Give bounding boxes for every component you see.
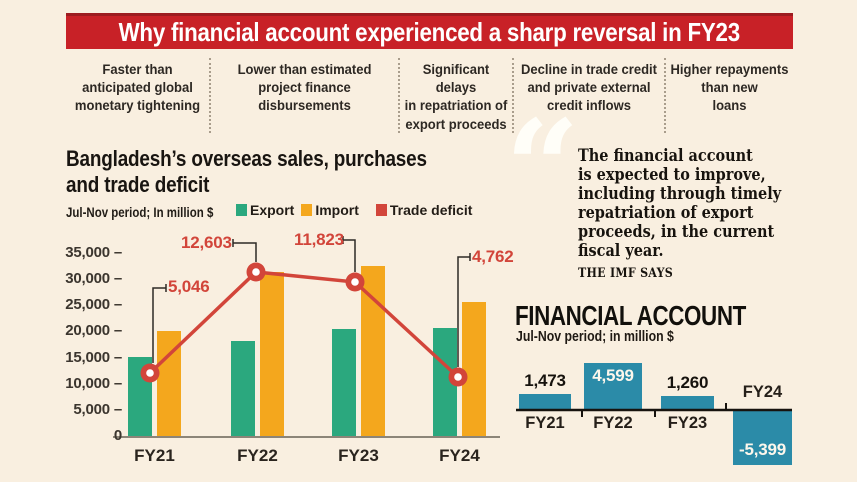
- reason-text: Significant delays in repatriation of ex…: [404, 61, 508, 132]
- export-bar-fy23: [332, 329, 356, 437]
- reason-text: Decline in trade credit and private exte…: [520, 61, 658, 114]
- callout-connector-fy22: [232, 239, 257, 262]
- legend-label-import: Import: [315, 202, 359, 218]
- x-axis-label: FY21: [134, 446, 175, 465]
- financial-account-category-label: FY23: [667, 414, 708, 432]
- trade-deficit-value-label: 11,823: [294, 230, 344, 249]
- headline-banner: Why financial account experienced a shar…: [66, 13, 793, 49]
- import-bar-fy22: [260, 272, 284, 437]
- reason-item-1: Faster than anticipated global monetary …: [66, 58, 209, 133]
- trade-deficit-marker-center: [351, 278, 359, 286]
- trade-deficit-value-label: 5,046: [168, 277, 210, 296]
- reason-item-4: Decline in trade credit and private exte…: [512, 58, 664, 133]
- trade-deficit-swatch-icon: [375, 204, 387, 216]
- y-axis-tick: 35,000 –: [65, 244, 122, 261]
- legend-item-trade-deficit: Trade deficit: [375, 202, 473, 218]
- financial-account-title: FINANCIAL ACCOUNT: [515, 300, 746, 331]
- trade-deficit-value-label: 12,603: [181, 233, 232, 252]
- financial-account-category-label: FY22: [593, 414, 633, 432]
- y-axis-tick: 30,000 –: [65, 270, 122, 288]
- export-bar-fy24: [433, 328, 457, 437]
- y-axis-tick: 15,000 –: [65, 348, 122, 366]
- financial-account-value-label: 1,473: [524, 371, 566, 390]
- quote-mark-icon: “: [505, 91, 580, 244]
- financial-account-value-label: 1,260: [666, 373, 709, 392]
- financial-account-bar-fy23: [661, 396, 714, 409]
- y-axis-tick: 25,000 –: [65, 296, 122, 314]
- financial-account-bar-fy24: [733, 411, 792, 465]
- financial-account-value-label: 4,599: [592, 366, 634, 385]
- legend-item-export: Export: [236, 202, 294, 218]
- trade-chart-subtitle: Jul-Nov period; In million $: [66, 204, 214, 220]
- financial-account-category-label: FY21: [525, 414, 565, 432]
- import-bar-fy23: [361, 266, 385, 437]
- y-axis-tick: 10,000 –: [65, 374, 122, 392]
- import-bar-fy21: [157, 331, 181, 437]
- reason-text: Faster than anticipated global monetary …: [74, 61, 201, 114]
- reason-item-5: Higher repayments than new loans: [664, 58, 793, 133]
- reason-item-2: Lower than estimated project finance dis…: [209, 58, 398, 133]
- legend-item-import: Import: [301, 202, 359, 218]
- legend-label-export: Export: [250, 202, 295, 218]
- quote-text: The financial account is expected to imp…: [578, 146, 782, 262]
- import-swatch-icon: [301, 204, 313, 216]
- import-bar-fy24: [462, 302, 486, 437]
- financial-account-bar-fy22: [584, 363, 642, 409]
- x-axis-label: FY22: [237, 446, 278, 465]
- trade-chart-legend: Export Import Trade deficit: [236, 202, 472, 218]
- export-swatch-icon: [236, 204, 247, 216]
- x-axis-label: FY24: [439, 446, 480, 465]
- export-bar-fy22: [231, 341, 255, 437]
- trade-chart-title: Bangladesh’s overseas sales, purchases a…: [66, 146, 427, 197]
- callout-connector-fy23: [342, 236, 356, 272]
- reason-text: Higher repayments than new loans: [670, 61, 789, 114]
- financial-account-subtitle: Jul-Nov period; in million $: [516, 328, 674, 345]
- y-axis-tick: 5,000 –: [73, 400, 122, 418]
- reason-text: Lower than estimated project finance dis…: [237, 61, 372, 114]
- y-axis-tick: 0: [113, 427, 122, 444]
- legend-label-trade-deficit: Trade deficit: [389, 202, 473, 218]
- y-axis-tick: 20,000 –: [65, 322, 122, 340]
- trade-deficit-marker-center: [252, 268, 260, 276]
- quote-attribution: THE IMF SAYS: [578, 266, 673, 281]
- financial-account-category-label: FY24: [742, 383, 783, 401]
- financial-account-bar-fy21: [519, 394, 571, 409]
- financial-account-value-label: -5,399: [738, 440, 786, 459]
- headline-text: Why financial account experienced a shar…: [118, 17, 741, 47]
- export-bar-fy21: [128, 357, 152, 437]
- reasons-row: Faster than anticipated global monetary …: [66, 58, 793, 133]
- x-axis-label: FY23: [338, 446, 379, 465]
- trade-deficit-value-label: 4,762: [472, 247, 514, 266]
- reason-item-3: Significant delays in repatriation of ex…: [398, 58, 512, 133]
